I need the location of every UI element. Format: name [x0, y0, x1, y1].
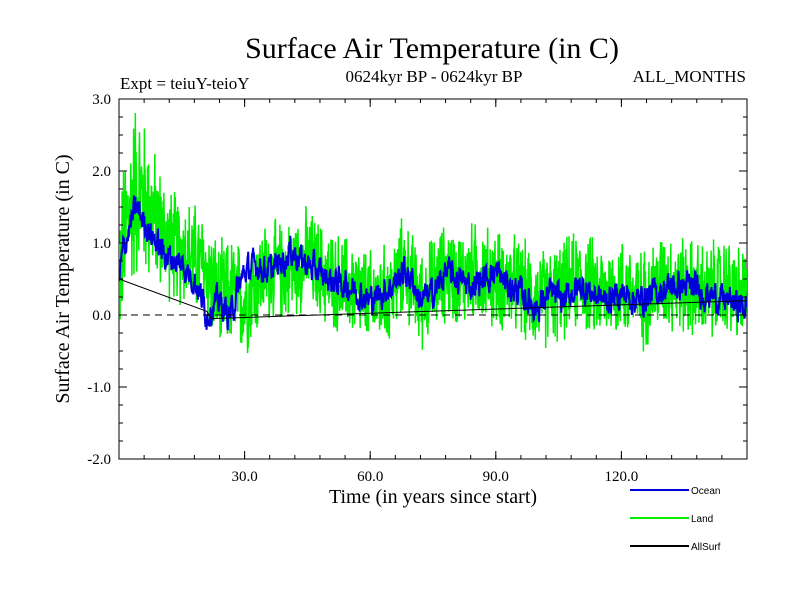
x-tick-label: 60.0 — [357, 469, 383, 485]
legend-label-ocean: Ocean — [691, 486, 720, 497]
y-tick-label: -2.0 — [87, 452, 111, 468]
legend-label-allsurf: AllSurf — [691, 542, 721, 553]
chart-subtitle-right: ALL_MONTHS — [633, 67, 746, 86]
y-tick-label: -1.0 — [87, 380, 111, 396]
y-tick-label: 3.0 — [92, 92, 111, 108]
y-tick-label: 2.0 — [92, 164, 111, 180]
y-axis-label: Surface Air Temperature (in C) — [52, 154, 74, 403]
chart-subtitle-left: Expt = teiuY-teioY — [120, 74, 250, 93]
x-axis-label: Time (in years since start) — [329, 486, 537, 508]
legend-label-land: Land — [691, 514, 713, 525]
y-tick-label: 1.0 — [92, 236, 111, 252]
x-tick-label: 90.0 — [483, 469, 509, 485]
legend: Ocean Land AllSurf — [630, 486, 721, 553]
series-line-ocean — [119, 195, 747, 331]
x-tick-label: 30.0 — [231, 469, 257, 485]
x-tick-label: 120.0 — [605, 469, 639, 485]
chart-title: Surface Air Temperature (in C) — [245, 32, 619, 65]
y-tick-label: 0.0 — [92, 308, 111, 324]
chart-subtitle-center: 0624kyr BP - 0624kyr BP — [346, 67, 523, 86]
